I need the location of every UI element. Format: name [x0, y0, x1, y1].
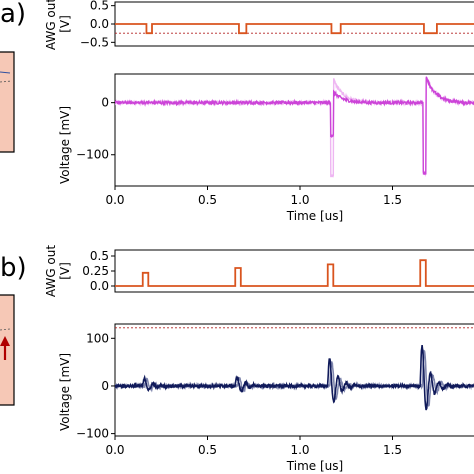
y-axis-label: AWG out[V] [44, 245, 72, 297]
x-tick-label: 1.5 [383, 443, 402, 457]
chart-a-awg: 0.5 0.0 −0.5 AWG out[V] [44, 0, 474, 50]
y-tick-label: 0 [101, 96, 109, 110]
panel-a-inset-fill [0, 52, 14, 152]
chart-b-awg: 0.50.250.0 AWG out[V] [44, 245, 474, 297]
y-tick-label: −0.5 [80, 35, 109, 49]
y-tick-label: 0.0 [90, 17, 109, 31]
x-tick-label: 1.0 [290, 443, 309, 457]
x-axis-label: Time [us] [286, 209, 343, 223]
voltage-trace-light [115, 76, 474, 178]
y-tick-label: 0.5 [90, 249, 109, 263]
axes-frame [114, 73, 474, 187]
awg-waveform-line [115, 259, 474, 287]
panel-b-tag: b) [0, 253, 27, 283]
y-tick-label: 0.0 [90, 279, 109, 293]
panel-b-inset-dashed [0, 328, 11, 331]
panel-b-inset-fill [0, 295, 14, 405]
y-tick-label: 0.25 [82, 264, 109, 278]
x-tick-label: 0.0 [105, 193, 124, 207]
y-tick-label: −100 [76, 427, 109, 441]
x-tick-label: 0.0 [105, 443, 124, 457]
panel-a-tag: a) [0, 0, 26, 29]
y-axis-label: Voltage [mV] [58, 106, 72, 184]
y-tick-label: 0.5 [90, 0, 109, 13]
panel-a-inset [0, 51, 15, 153]
x-tick-label: 0.5 [198, 193, 217, 207]
voltage-trace [115, 76, 474, 176]
x-axis-label: Time [us] [286, 459, 343, 473]
x-tick-label: 1.5 [383, 193, 402, 207]
arrow-up-icon-head [0, 336, 10, 346]
panel-b-inset [0, 294, 15, 406]
x-tick-label: 1.0 [290, 193, 309, 207]
panel-a-inset-line [0, 71, 11, 74]
awg-waveform-line [115, 23, 474, 35]
y-tick-label: −100 [76, 148, 109, 162]
y-tick-label: 100 [86, 331, 109, 345]
x-tick-label: 0.5 [198, 443, 217, 457]
y-axis-label: Voltage [mV] [58, 353, 72, 431]
y-tick-label: 0 [101, 379, 109, 393]
panel-a-inset-frame [0, 51, 15, 153]
y-axis-label: AWG out[V] [44, 0, 72, 50]
panel-b-inset-frame [0, 294, 15, 406]
voltage-trace [115, 345, 474, 411]
